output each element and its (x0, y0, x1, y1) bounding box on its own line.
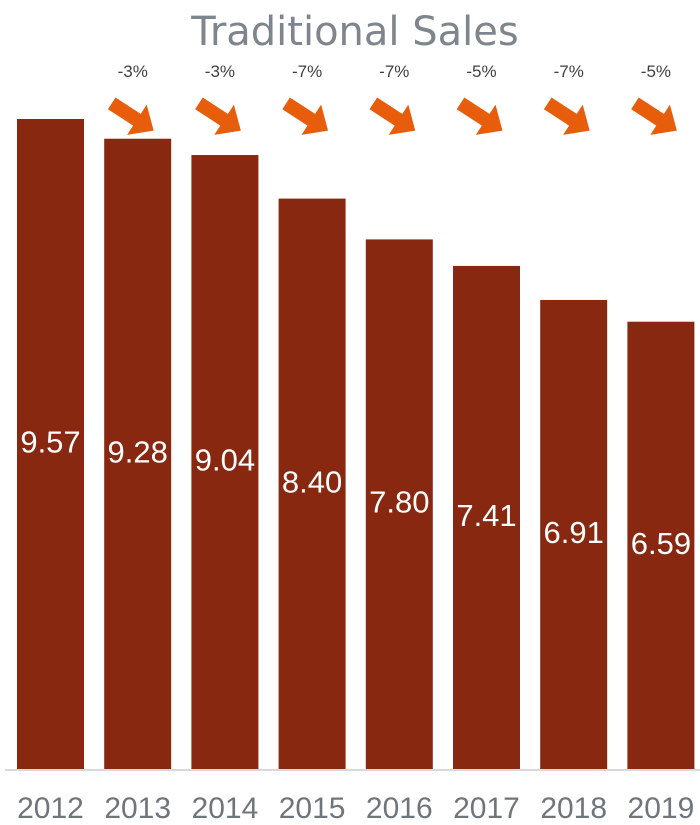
bar-2018 (540, 299, 608, 770)
category-label-2013: 2013 (104, 792, 171, 825)
value-label-2013: 9.28 (108, 434, 168, 469)
value-label-2015: 8.40 (282, 464, 342, 499)
category-label-2017: 2017 (453, 792, 520, 825)
bar-group: 9.57 9.28 9.04 8.40 7.80 7.41 6.91 6.59 (17, 119, 695, 771)
change-arrow-icon (282, 97, 329, 135)
change-label-2017: -5% (466, 62, 496, 81)
change-label-2019: -5% (641, 62, 671, 81)
bar-2014 (191, 155, 259, 771)
category-label-2012: 2012 (17, 792, 84, 825)
arrow-shape (195, 97, 241, 135)
change-label-2015: -7% (292, 62, 322, 81)
change-arrow-icon (543, 97, 590, 135)
change-arrow-icon (631, 97, 677, 135)
arrow-shape (369, 97, 416, 135)
bar-2015 (278, 198, 346, 770)
bar-2012 (17, 119, 84, 770)
category-label-2014: 2014 (192, 792, 259, 825)
bar-2019 (627, 321, 695, 770)
change-arrow-group: -3% -3% -7% -7% -5% -7% -5% (107, 62, 677, 135)
value-label-2016: 7.80 (369, 485, 429, 520)
arrow-shape (456, 97, 503, 135)
arrow-shape (107, 97, 154, 135)
chart-title: Traditional Sales (190, 9, 518, 55)
value-label-2018: 6.91 (544, 515, 604, 550)
change-label-2013: -3% (118, 62, 148, 81)
change-arrow-icon (107, 97, 154, 135)
arrow-shape (282, 97, 329, 135)
value-label-2012: 9.57 (20, 425, 80, 460)
category-label-2015: 2015 (279, 792, 346, 825)
value-label-2014: 9.04 (195, 443, 255, 478)
arrow-shape (631, 97, 677, 135)
category-label-2019: 2019 (628, 792, 695, 825)
bar-2013 (104, 138, 172, 770)
change-label-2014: -3% (205, 62, 235, 81)
value-label-2017: 7.41 (456, 498, 516, 533)
category-label-2018: 2018 (540, 792, 607, 825)
bar-2017 (453, 265, 520, 770)
category-label-group: 2012 2013 2014 2015 2016 2017 2018 2019 (17, 792, 694, 825)
change-label-2016: -7% (379, 62, 409, 81)
value-label-2019: 6.59 (631, 526, 691, 561)
change-arrow-icon (369, 97, 416, 135)
arrow-shape (543, 97, 590, 135)
change-label-2018: -7% (554, 62, 584, 81)
category-label-2016: 2016 (366, 792, 433, 825)
change-arrow-icon (456, 97, 503, 135)
bar-2016 (365, 239, 433, 770)
change-arrow-icon (195, 97, 241, 135)
